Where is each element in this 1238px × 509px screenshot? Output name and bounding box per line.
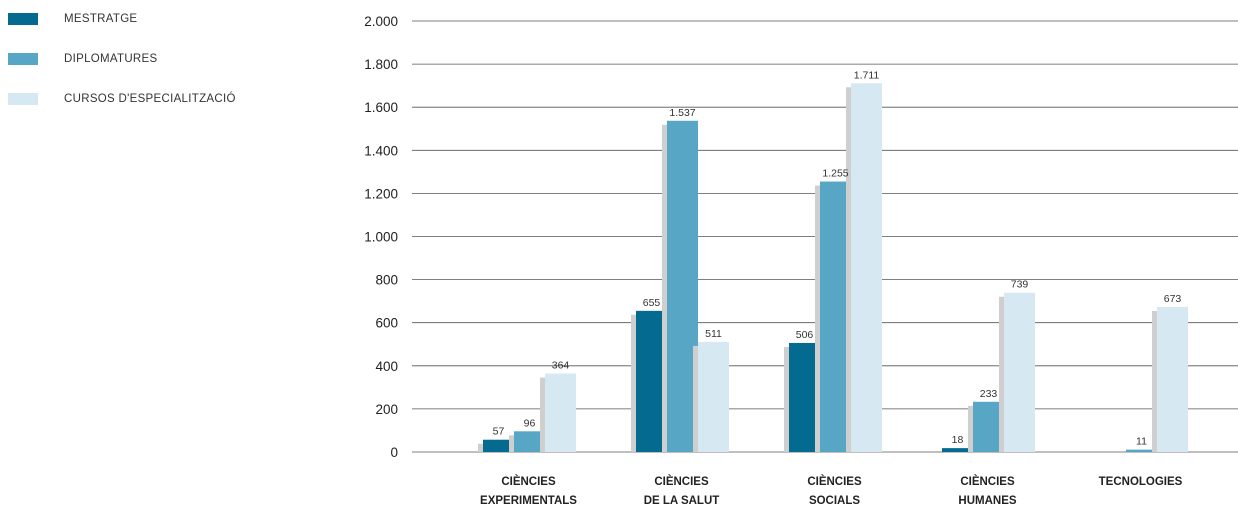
bar <box>789 342 820 452</box>
data-label: 739 <box>1011 279 1029 291</box>
bar-shadow <box>815 185 820 453</box>
legend-label-mestratge: MESTRATGE <box>64 13 138 25</box>
data-label: 673 <box>1164 293 1182 305</box>
data-label: 96 <box>524 417 536 429</box>
category-label: EXPERIMENTALS <box>480 495 577 507</box>
legend-label-cursos: CURSOS D'ESPECIALITZACIÓ <box>64 93 236 105</box>
category-label: CIÈNCIES <box>501 475 556 488</box>
bar <box>1157 306 1188 452</box>
y-tick-label: 1.600 <box>364 100 398 115</box>
bar <box>698 341 729 452</box>
bars-layer <box>478 83 1188 453</box>
bar-shadow <box>662 124 667 453</box>
bar <box>483 439 514 452</box>
category-label: CIÈNCIES <box>654 475 709 488</box>
data-label: 11 <box>1136 436 1147 448</box>
bar <box>973 401 1004 452</box>
data-label: 364 <box>552 360 570 372</box>
category-label: CIÈNCIES <box>807 475 862 488</box>
data-label: 506 <box>796 329 814 341</box>
category-label: CIÈNCIES <box>960 475 1015 488</box>
bar <box>1004 292 1035 452</box>
legend-swatch-cursos <box>8 93 38 105</box>
bar <box>942 448 973 452</box>
y-tick-label: 600 <box>375 316 398 331</box>
bar <box>636 310 667 452</box>
category-label: DE LA SALUT <box>644 495 720 507</box>
category-label: SOCIALS <box>809 495 860 507</box>
bar-shadow <box>784 346 789 452</box>
y-tick-label: 1.800 <box>364 57 398 72</box>
bar <box>667 120 698 453</box>
bar-shadow <box>540 377 545 452</box>
bar-shadow <box>693 345 698 452</box>
y-tick-label: 1.400 <box>364 143 398 158</box>
legend-swatch-diplomatures <box>8 53 38 65</box>
labels-layer: 0 200 400 600 800 1.000 1.200 1.400 1.600 1.800 2.… <box>364 14 1182 507</box>
category-label: HUMANES <box>958 495 1016 507</box>
y-tick-label: 1.000 <box>364 230 398 245</box>
bar-shadow <box>999 296 1004 452</box>
data-label: 1.537 <box>669 107 695 119</box>
bar <box>851 83 882 452</box>
bar <box>514 431 545 452</box>
y-tick-label: 0 <box>390 445 398 460</box>
y-tick-label: 800 <box>375 273 398 288</box>
data-label: 1.711 <box>854 69 880 81</box>
data-label: 18 <box>952 434 964 446</box>
bar <box>820 181 851 453</box>
data-label: 655 <box>643 297 661 309</box>
bar-shadow <box>509 435 514 452</box>
data-label: 511 <box>705 328 722 340</box>
y-tick-label: 200 <box>375 402 398 417</box>
bar-shadow <box>1152 310 1157 452</box>
bar <box>1126 449 1157 452</box>
category-label: TECNOLOGIES <box>1099 476 1183 488</box>
data-label: 1.255 <box>822 168 848 180</box>
bar-shadow <box>478 443 483 452</box>
data-label: 233 <box>980 388 998 400</box>
bar-shadow <box>846 87 851 452</box>
bar <box>545 373 576 452</box>
legend-swatch-mestratge <box>8 13 38 25</box>
y-tick-label: 400 <box>375 359 398 374</box>
bar-shadow <box>968 405 973 452</box>
y-tick-label: 1.200 <box>364 186 398 201</box>
data-label: 57 <box>493 426 505 438</box>
bar-shadow <box>631 314 636 452</box>
y-tick-label: 2.000 <box>364 14 398 29</box>
legend-label-diplomatures: DIPLOMATURES <box>64 53 158 65</box>
